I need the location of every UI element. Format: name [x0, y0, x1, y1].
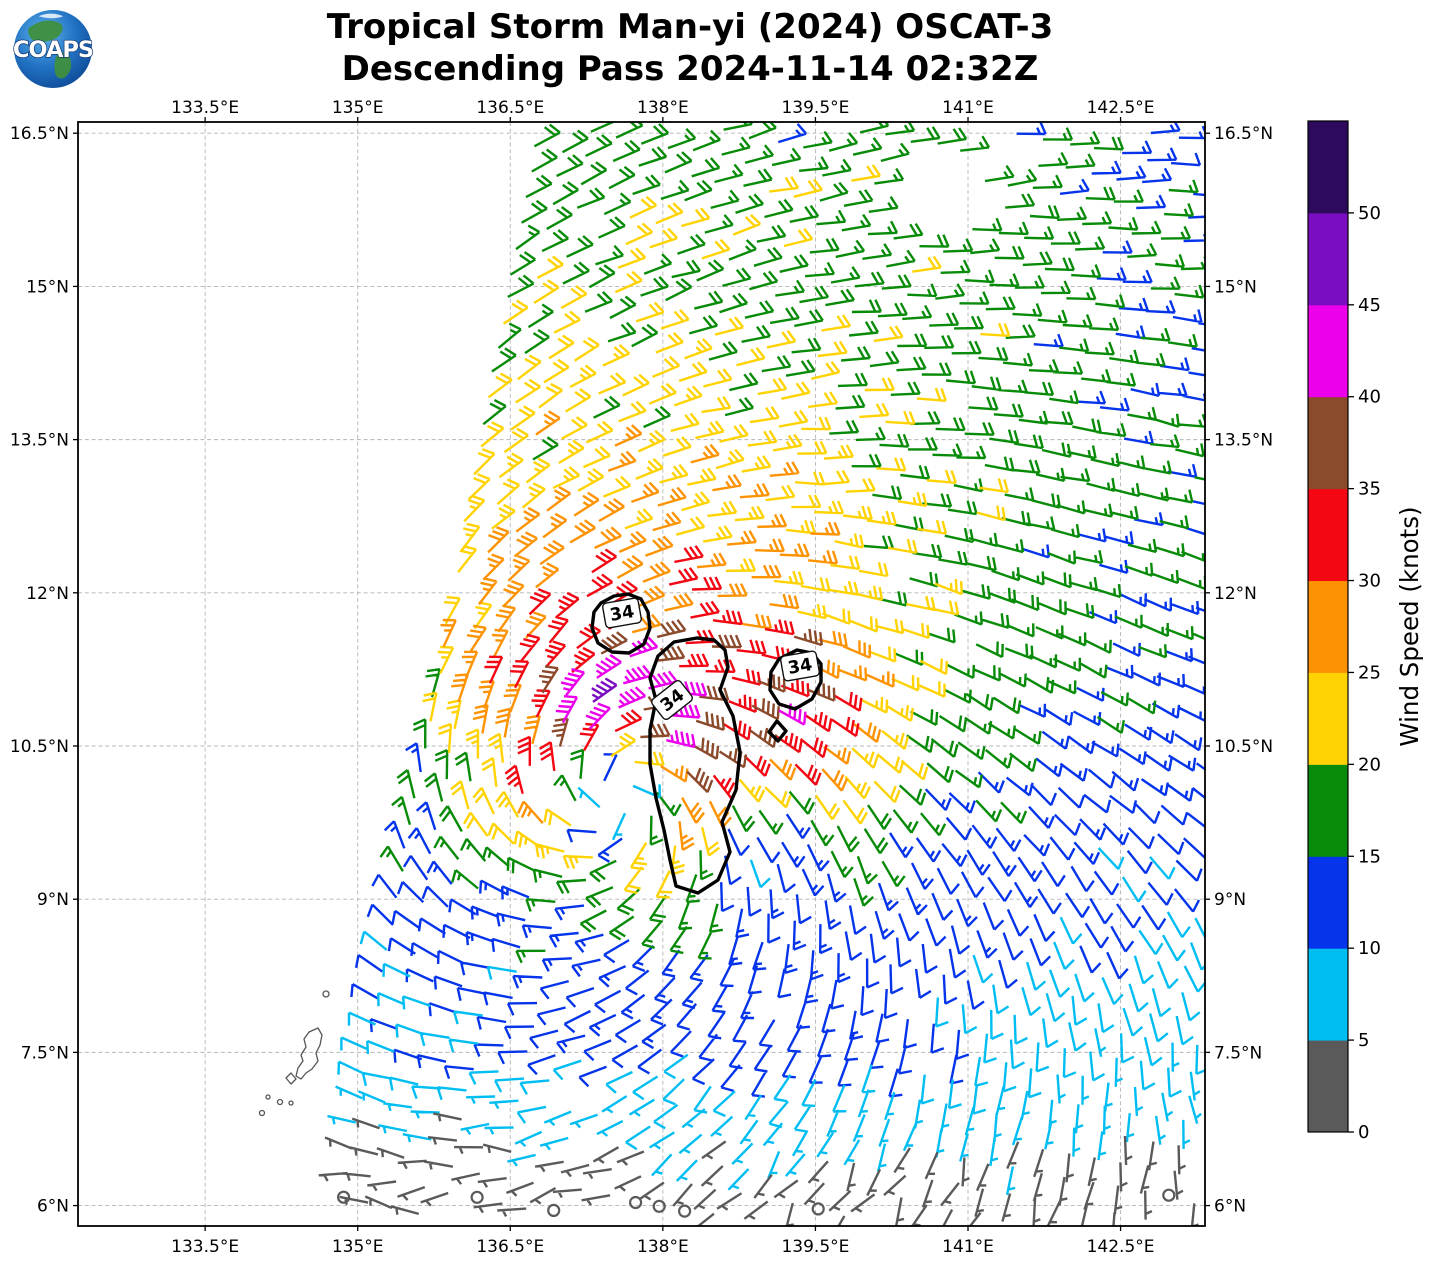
calm-wind-circle — [677, 1204, 692, 1218]
contour-34-label: 34 — [780, 650, 820, 682]
colorbar-tick-label: 20 — [1358, 754, 1381, 775]
lat-tick-label-right: 12°N — [1214, 584, 1257, 604]
axis-tick-labels: 133.5°E 133.5°E 135°E 135°E 136.5°E 136.5°E 13… — [10, 98, 1273, 1257]
colorbar-segment — [1308, 672, 1348, 765]
contour-34-label: 34 — [602, 597, 642, 629]
lon-tick-label-bottom: 138°E — [637, 1237, 689, 1257]
lat-tick-label-right: 6°N — [1214, 1197, 1246, 1217]
contour-34-line — [648, 636, 742, 895]
coaps-logo: COAPS — [12, 10, 94, 88]
contour-34-line — [590, 592, 652, 655]
calm-wind-circle — [628, 1195, 643, 1210]
title-line-2: Descending Pass 2024-11-14 02:32Z — [341, 49, 1039, 90]
lat-tick-label-left: 15°N — [26, 277, 69, 297]
logo-text: COAPS — [13, 37, 93, 63]
barb-group — [591, 677, 618, 703]
barb-group — [327, 784, 1205, 1196]
colorbar-segment — [1308, 856, 1348, 949]
lat-tick-label-right: 7.5°N — [1214, 1043, 1262, 1063]
calm-wind-circle — [652, 1199, 666, 1213]
lon-tick-label-top: 136.5°E — [476, 98, 544, 118]
colorbar-tick-label: 45 — [1358, 295, 1381, 316]
barb-group — [440, 410, 895, 852]
lat-tick-label-left: 12°N — [26, 584, 69, 604]
colorbar: 0 5 10 15 20 25 30 35 40 45 50 Wind Speed (knots) — [1307, 120, 1424, 1143]
map-frame — [77, 121, 1206, 1227]
colorbar-tick-label: 10 — [1358, 938, 1381, 959]
colorbar-segment — [1308, 764, 1348, 857]
colorbar-frame — [1307, 120, 1349, 1133]
calm-wind-circle — [470, 1190, 484, 1204]
svg-text:34: 34 — [786, 655, 813, 679]
lon-tick-label-top: 139.5°E — [781, 98, 849, 118]
lon-tick-label-top: 142.5°E — [1087, 98, 1155, 118]
lat-tick-label-right: 10.5°N — [1214, 737, 1273, 757]
colorbar-axis-label: Wind Speed (knots) — [1395, 506, 1424, 746]
lat-tick-label-left: 6°N — [37, 1197, 69, 1217]
contour-34-line — [767, 719, 788, 743]
colorbar-segment — [1308, 948, 1348, 1041]
calm-wind-circle — [811, 1202, 825, 1216]
calm-wind-circle — [1162, 1188, 1176, 1202]
title-line-1: Tropical Storm Man-yi (2024) OSCAT-3 — [326, 7, 1054, 47]
colorbar-tick-label: 0 — [1358, 1122, 1369, 1143]
lat-tick-label-left: 13.5°N — [10, 431, 69, 451]
lat-tick-label-right: 13.5°N — [1214, 431, 1273, 451]
lon-tick-label-bottom: 142.5°E — [1087, 1237, 1155, 1257]
lat-tick-label-right: 15°N — [1214, 277, 1257, 297]
colorbar-tick-label: 5 — [1358, 1030, 1369, 1051]
lon-tick-label-bottom: 141°E — [942, 1237, 994, 1257]
lat-tick-label-right: 9°N — [1214, 890, 1246, 910]
lon-tick-label-top: 141°E — [942, 98, 994, 118]
colorbar-tick-label: 15 — [1358, 846, 1381, 867]
calm-wind-circle — [547, 1203, 561, 1218]
colorbar-tick-label: 25 — [1358, 662, 1381, 683]
colorbar-tick-label: 40 — [1358, 387, 1381, 408]
colorbar-segment — [1308, 212, 1348, 306]
colorbar-segment — [1308, 304, 1348, 398]
lon-tick-label-bottom: 136.5°E — [476, 1237, 544, 1257]
lat-tick-label-left: 9°N — [37, 890, 69, 910]
lat-tick-label-left: 7.5°N — [21, 1043, 69, 1063]
barb-group — [379, 122, 1205, 964]
lat-tick-label-left: 10.5°N — [10, 737, 69, 757]
lon-tick-label-bottom: 135°E — [332, 1237, 384, 1257]
calm-wind-circle — [337, 1190, 351, 1204]
barb-group — [555, 636, 807, 749]
wind-barb-layer — [318, 122, 1205, 1226]
colorbar-segment — [1308, 488, 1348, 582]
lon-tick-label-top: 133.5°E — [171, 98, 239, 118]
lon-tick-label-top: 135°E — [332, 98, 384, 118]
colorbar-segment — [1308, 396, 1348, 490]
lon-tick-label-bottom: 133.5°E — [171, 1237, 239, 1257]
lon-tick-label-top: 138°E — [637, 98, 689, 118]
colorbar-tick-label: 50 — [1358, 203, 1381, 224]
axis-ticks — [73, 117, 1210, 1231]
colorbar-segment — [1308, 1040, 1348, 1133]
colorbar-tick-label: 30 — [1358, 571, 1381, 592]
continent-north-america — [28, 20, 63, 43]
islands-layer — [258, 990, 330, 1117]
figure-title: Tropical Storm Man-yi (2024) OSCAT-3 Des… — [327, 6, 1054, 90]
colorbar-segment — [1308, 121, 1348, 214]
barb-group — [318, 1112, 1199, 1226]
svg-text:34: 34 — [608, 602, 635, 626]
lon-tick-label-bottom: 139.5°E — [781, 1237, 849, 1257]
lat-tick-label-left: 16.5°N — [10, 124, 69, 144]
colorbar-segment — [1308, 580, 1348, 673]
barb-group — [422, 164, 1011, 899]
lat-tick-label-right: 16.5°N — [1214, 124, 1273, 144]
continent-south-america — [54, 52, 72, 79]
colorbar-tick-label: 35 — [1358, 479, 1381, 500]
barb-group — [350, 122, 1205, 1098]
polar-cap — [38, 13, 64, 19]
